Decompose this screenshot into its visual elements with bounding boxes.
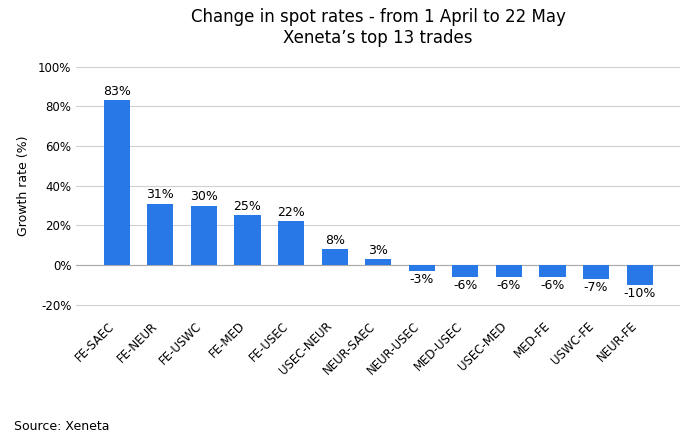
Text: -10%: -10% — [623, 287, 656, 300]
Text: -6%: -6% — [453, 279, 477, 292]
Bar — [147, 204, 174, 265]
Bar — [496, 265, 522, 277]
Text: 8%: 8% — [325, 234, 345, 247]
Bar — [627, 265, 652, 285]
Bar — [583, 265, 609, 279]
Text: 83%: 83% — [103, 85, 130, 98]
Bar — [321, 249, 348, 265]
Bar — [191, 205, 217, 265]
Text: 22%: 22% — [277, 206, 305, 219]
Text: -6%: -6% — [497, 279, 521, 292]
Title: Change in spot rates - from 1 April to 22 May
Xeneta’s top 13 trades: Change in spot rates - from 1 April to 2… — [191, 8, 566, 47]
Text: -6%: -6% — [541, 279, 565, 292]
Text: 30%: 30% — [190, 190, 218, 203]
Bar — [365, 259, 391, 265]
Bar — [452, 265, 478, 277]
Text: 3%: 3% — [369, 244, 388, 257]
Bar — [104, 101, 130, 265]
Text: 25%: 25% — [234, 200, 262, 213]
Bar — [235, 215, 261, 265]
Text: -3%: -3% — [409, 274, 434, 286]
Text: Source: Xeneta: Source: Xeneta — [14, 420, 110, 433]
Y-axis label: Growth rate (%): Growth rate (%) — [17, 135, 30, 236]
Bar — [539, 265, 566, 277]
Bar — [278, 222, 304, 265]
Text: 31%: 31% — [146, 188, 174, 201]
Text: -7%: -7% — [584, 281, 609, 295]
Bar — [409, 265, 435, 271]
